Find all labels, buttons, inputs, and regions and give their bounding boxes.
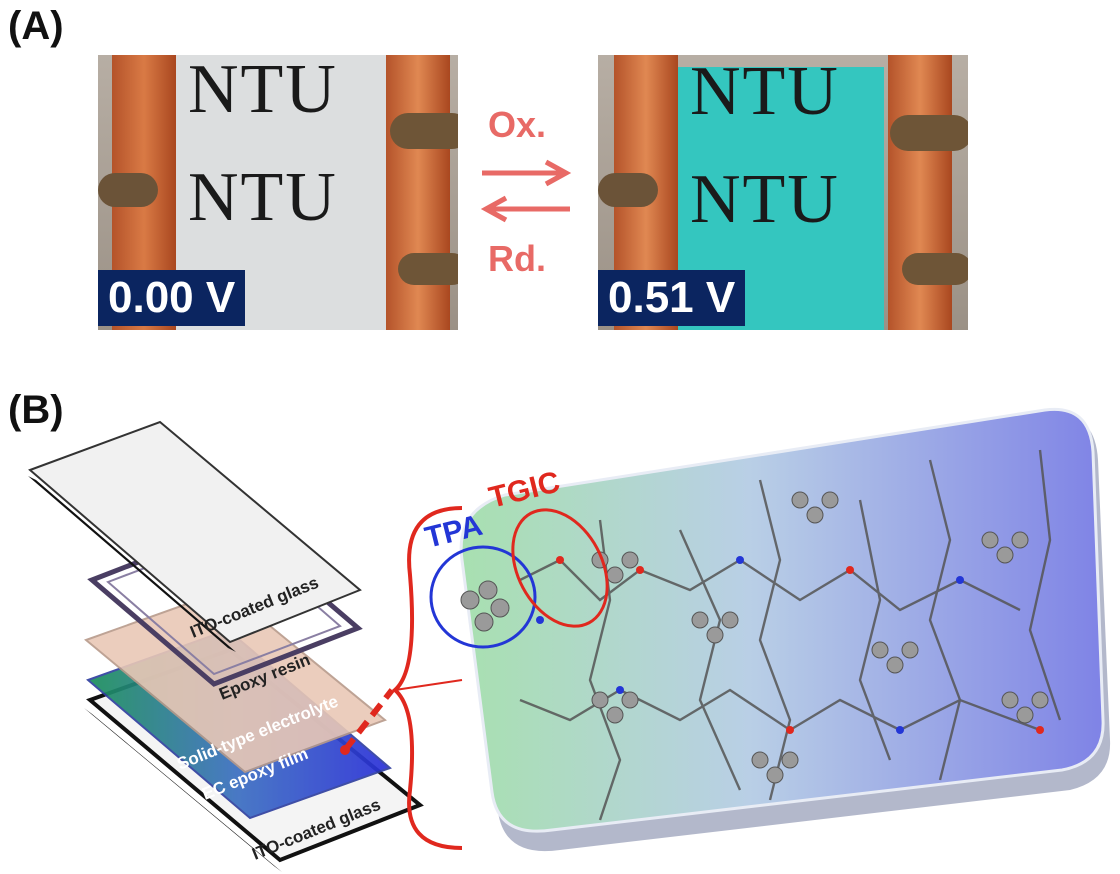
tpa-highlight-circle	[429, 545, 537, 649]
clip-left	[598, 173, 658, 207]
colored-device-photo: NTU NTU	[598, 55, 968, 330]
oxidation-arrow	[482, 159, 572, 187]
top-ito-glass	[28, 420, 362, 644]
panel-b-label: (B)	[8, 388, 64, 432]
ntu-text-middle: NTU	[690, 161, 840, 238]
epoxy-film-slab	[459, 407, 1111, 852]
tgic-highlight-ellipse	[511, 508, 609, 628]
layer-stack	[28, 420, 424, 872]
reduction-label: Rd.	[488, 238, 546, 279]
oxidation-label: Ox.	[488, 104, 547, 145]
reduction-arrow	[480, 195, 570, 223]
zoom-connector-line	[342, 688, 395, 752]
clip-right-bottom	[902, 253, 968, 285]
ntu-text-top: NTU	[188, 55, 338, 128]
heteroatoms	[536, 556, 1044, 734]
clip-right-top	[390, 113, 458, 149]
ntu-text-middle: NTU	[188, 159, 338, 236]
clip-right-bottom	[398, 253, 458, 285]
voltage-badge-right: 0.51 V	[598, 270, 746, 326]
clip-left	[98, 173, 158, 207]
panel-a-label: (A)	[8, 4, 64, 48]
voltage-badge-left: 0.00 V	[98, 270, 246, 326]
clip-right-top	[890, 115, 968, 151]
ntu-text-top: NTU	[690, 55, 840, 130]
